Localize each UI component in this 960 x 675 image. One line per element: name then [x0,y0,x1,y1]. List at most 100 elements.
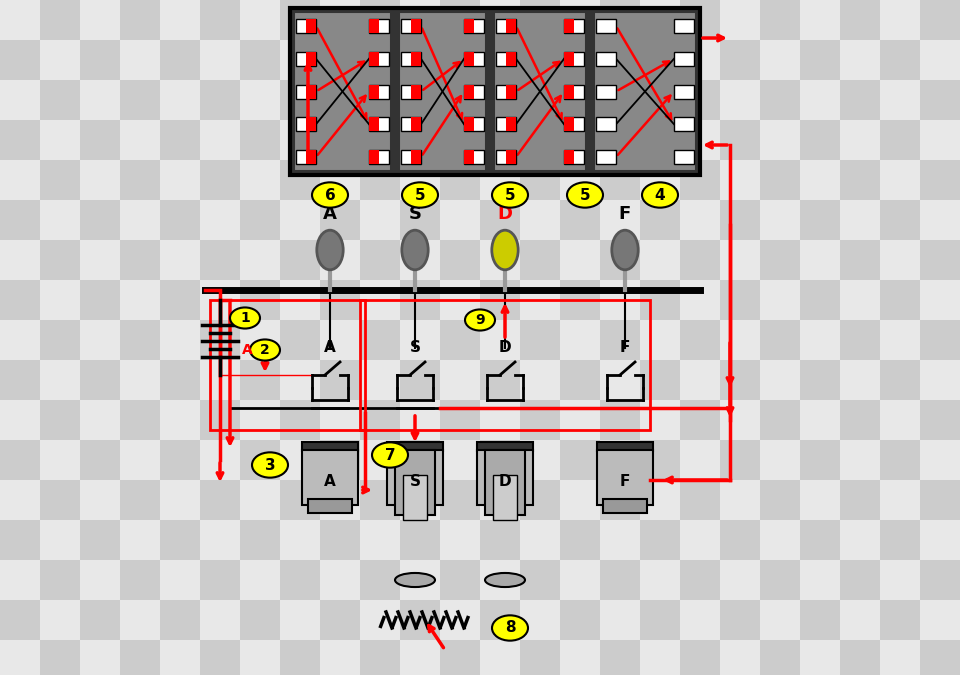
Bar [200,640,240,675]
Bar [160,160,200,200]
Bar [320,120,360,160]
Bar [680,640,720,675]
Bar [640,440,680,480]
Bar [200,400,240,440]
Bar [320,80,360,120]
Text: F: F [620,475,630,489]
Bar [880,640,920,675]
Bar [674,52,694,65]
Bar [440,80,480,120]
Bar [800,200,840,240]
Bar [120,400,160,440]
Text: S: S [410,340,420,356]
Bar [720,400,760,440]
Bar [400,320,440,360]
Circle shape [465,309,495,331]
Bar [674,150,694,164]
Bar [480,320,520,360]
Bar [200,40,240,80]
Bar [440,560,480,600]
Bar [564,19,584,33]
Bar [680,320,720,360]
Text: S: S [409,205,421,223]
Bar [760,160,800,200]
Bar [240,520,280,560]
Bar [600,640,640,675]
Circle shape [230,307,260,329]
Bar [760,400,800,440]
Bar [840,520,880,560]
Bar [320,240,360,280]
Bar [120,0,160,40]
Bar [800,480,840,520]
Bar [520,400,560,440]
Bar [840,80,880,120]
Bar [464,19,484,33]
Bar [680,160,720,200]
Bar [640,320,680,360]
Bar [160,240,200,280]
Ellipse shape [395,573,435,587]
Bar [680,360,720,400]
Bar [200,600,240,640]
Bar [296,52,316,65]
Circle shape [312,182,348,208]
Bar [120,280,160,320]
Bar [120,240,160,280]
Bar [640,400,680,440]
Bar [440,120,480,160]
Bar [840,320,880,360]
Bar [840,360,880,400]
Bar [280,160,320,200]
Bar [40,560,80,600]
Bar [920,560,960,600]
Bar [40,400,80,440]
Ellipse shape [485,573,525,587]
Bar [560,520,600,560]
Bar [596,117,616,131]
Text: 9: 9 [475,313,485,327]
Bar [0,360,40,400]
Bar [160,80,200,120]
Bar [480,360,520,400]
Bar [880,160,920,200]
Bar [520,520,560,560]
Bar [800,320,840,360]
Bar [496,84,516,99]
Bar [596,19,616,33]
Bar [520,560,560,600]
Bar [400,160,440,200]
Bar [400,360,440,400]
Bar [120,320,160,360]
Bar [120,560,160,600]
Bar [0,400,40,440]
Bar [360,200,400,240]
Bar [200,440,240,480]
Bar [360,360,400,400]
Bar [720,120,760,160]
Bar [560,200,600,240]
Circle shape [402,182,438,208]
Bar [920,520,960,560]
Ellipse shape [317,230,344,270]
Bar [596,52,616,65]
Bar [600,240,640,280]
Bar [240,240,280,280]
Bar [80,240,120,280]
Bar [496,52,516,65]
Circle shape [642,182,678,208]
Bar [480,240,520,280]
Bar [280,0,320,40]
Bar [480,640,520,675]
Bar [40,640,80,675]
Bar [600,120,640,160]
Bar [360,640,400,675]
Bar [840,40,880,80]
Bar [800,0,840,40]
Bar [600,0,640,40]
Bar [240,120,280,160]
Bar [120,600,160,640]
Bar [760,320,800,360]
Bar [120,480,160,520]
Bar [496,19,516,33]
